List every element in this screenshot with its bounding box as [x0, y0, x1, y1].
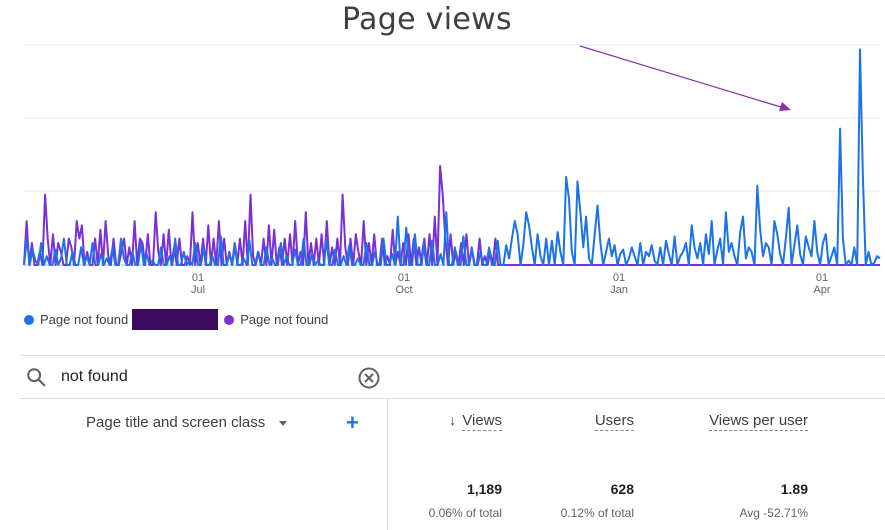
- redacted-block: [132, 309, 219, 330]
- column-header-views[interactable]: ↓ Views: [449, 412, 502, 431]
- x-tick-label: Oct: [395, 284, 412, 296]
- divider: [20, 398, 885, 399]
- x-tick-label: 01: [398, 272, 410, 284]
- chart-series: [23, 48, 881, 266]
- chart-legend: Page not found Page not found: [24, 309, 328, 330]
- chart-gridlines: [24, 44, 880, 266]
- sort-descending-icon: ↓: [449, 412, 457, 428]
- column-header-views-per-user[interactable]: Views per user: [709, 412, 808, 431]
- add-dimension-button[interactable]: +: [346, 410, 359, 435]
- x-tick-label: 01: [816, 272, 828, 284]
- x-tick-label: Apr: [813, 284, 830, 296]
- search-bar: [20, 356, 885, 398]
- column-header-users[interactable]: Users: [594, 412, 634, 431]
- legend-item-purple[interactable]: Page not found: [224, 312, 328, 327]
- dimension-dropdown[interactable]: Page title and screen class: [86, 414, 288, 431]
- total-views-per-user: 1.89: [780, 481, 808, 497]
- x-tick-label: 01: [613, 272, 625, 284]
- search-input[interactable]: [59, 367, 343, 387]
- legend-label: Page not found: [40, 312, 129, 327]
- x-tick-label: Jul: [191, 284, 205, 296]
- x-tick-label: 01: [192, 272, 204, 284]
- series-line-blue: [23, 48, 881, 266]
- legend-dot-purple: [224, 314, 235, 325]
- legend-item-blue[interactable]: Page not found: [24, 312, 128, 327]
- column-divider: [387, 398, 388, 530]
- x-tick-label: Jan: [610, 284, 628, 296]
- legend-dot-blue: [24, 314, 34, 325]
- total-views: 1,189: [466, 481, 502, 497]
- divider: [20, 355, 885, 356]
- views-per-user-avg: Avg -52.71%: [739, 506, 809, 520]
- total-users-share: 0.12% of total: [560, 506, 634, 520]
- dimension-header-label: Page title and screen class: [86, 414, 266, 431]
- total-users: 628: [610, 481, 634, 497]
- annotation-title: Page views: [342, 2, 512, 37]
- legend-label: Page not found: [240, 312, 329, 327]
- chevron-down-icon: [279, 421, 288, 426]
- clear-search-icon[interactable]: [357, 366, 381, 390]
- search-icon: [27, 368, 46, 387]
- total-views-share: 0.06% of total: [428, 506, 502, 520]
- annotation-arrow: [579, 45, 791, 111]
